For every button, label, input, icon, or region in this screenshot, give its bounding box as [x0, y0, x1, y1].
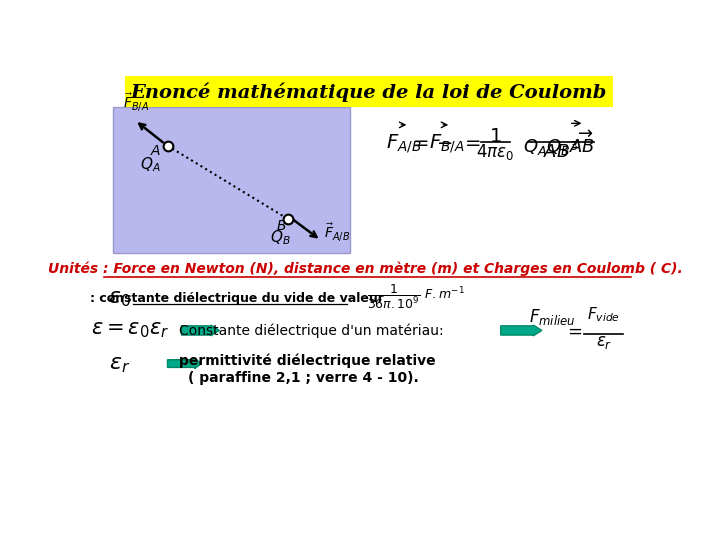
- Text: $\varepsilon = \varepsilon_0 \varepsilon_r$: $\varepsilon = \varepsilon_0 \varepsilon…: [91, 321, 169, 340]
- Text: Constante diélectrique d'un matériau:: Constante diélectrique d'un matériau:: [179, 323, 444, 338]
- Text: $Q_A$: $Q_A$: [140, 156, 161, 174]
- Text: $\dfrac{1}{36\pi.10^9}\ F.m^{-1}$: $\dfrac{1}{36\pi.10^9}\ F.m^{-1}$: [366, 284, 464, 312]
- Text: $\varepsilon_r$: $\varepsilon_r$: [109, 353, 130, 375]
- Text: $F_{A/B}$: $F_{A/B}$: [386, 132, 422, 156]
- Text: Unités : Force en Newton (N), distance en mètre (m) et Charges en Coulomb ( C).: Unités : Force en Newton (N), distance e…: [48, 261, 683, 276]
- Text: $B$: $B$: [276, 219, 287, 233]
- Text: $\vec{F}_{A/B}$: $\vec{F}_{A/B}$: [324, 222, 350, 244]
- Text: $4\pi\varepsilon_0$: $4\pi\varepsilon_0$: [476, 142, 514, 162]
- Text: $F_{milieu}$: $F_{milieu}$: [528, 307, 575, 327]
- Text: $= -$: $= -$: [409, 132, 453, 151]
- Text: $\varepsilon_0$: $\varepsilon_0$: [108, 287, 131, 309]
- Text: $1$: $1$: [489, 128, 502, 146]
- Text: $\vec{F}_{B/A}$: $\vec{F}_{B/A}$: [123, 92, 150, 113]
- Text: $Q_B$: $Q_B$: [269, 228, 290, 247]
- Text: $AB^3$: $AB^3$: [543, 142, 578, 162]
- Text: $Q_A Q_B \overrightarrow{AB}$: $Q_A Q_B \overrightarrow{AB}$: [523, 128, 595, 158]
- Text: Enoncé mathématique de la loi de Coulomb: Enoncé mathématique de la loi de Coulomb: [131, 82, 607, 102]
- Text: ( paraffine 2,1 ; verre 4 - 10).: ( paraffine 2,1 ; verre 4 - 10).: [188, 371, 418, 385]
- Text: $F_{B/A}$: $F_{B/A}$: [428, 132, 464, 156]
- FancyArrow shape: [500, 325, 542, 336]
- Text: $=$: $=$: [462, 132, 482, 151]
- FancyArrow shape: [181, 325, 220, 336]
- FancyArrow shape: [168, 359, 202, 369]
- Text: $\varepsilon_r$: $\varepsilon_r$: [595, 334, 612, 350]
- Text: : constante diélectrique du vide de valeur: : constante diélectrique du vide de vale…: [90, 292, 384, 305]
- Text: $=$: $=$: [564, 321, 583, 340]
- Text: $A$: $A$: [150, 144, 161, 158]
- Text: permittivité diélectrique relative: permittivité diélectrique relative: [179, 354, 436, 368]
- Text: $F_{vide}$: $F_{vide}$: [587, 306, 619, 325]
- Bar: [113, 107, 350, 253]
